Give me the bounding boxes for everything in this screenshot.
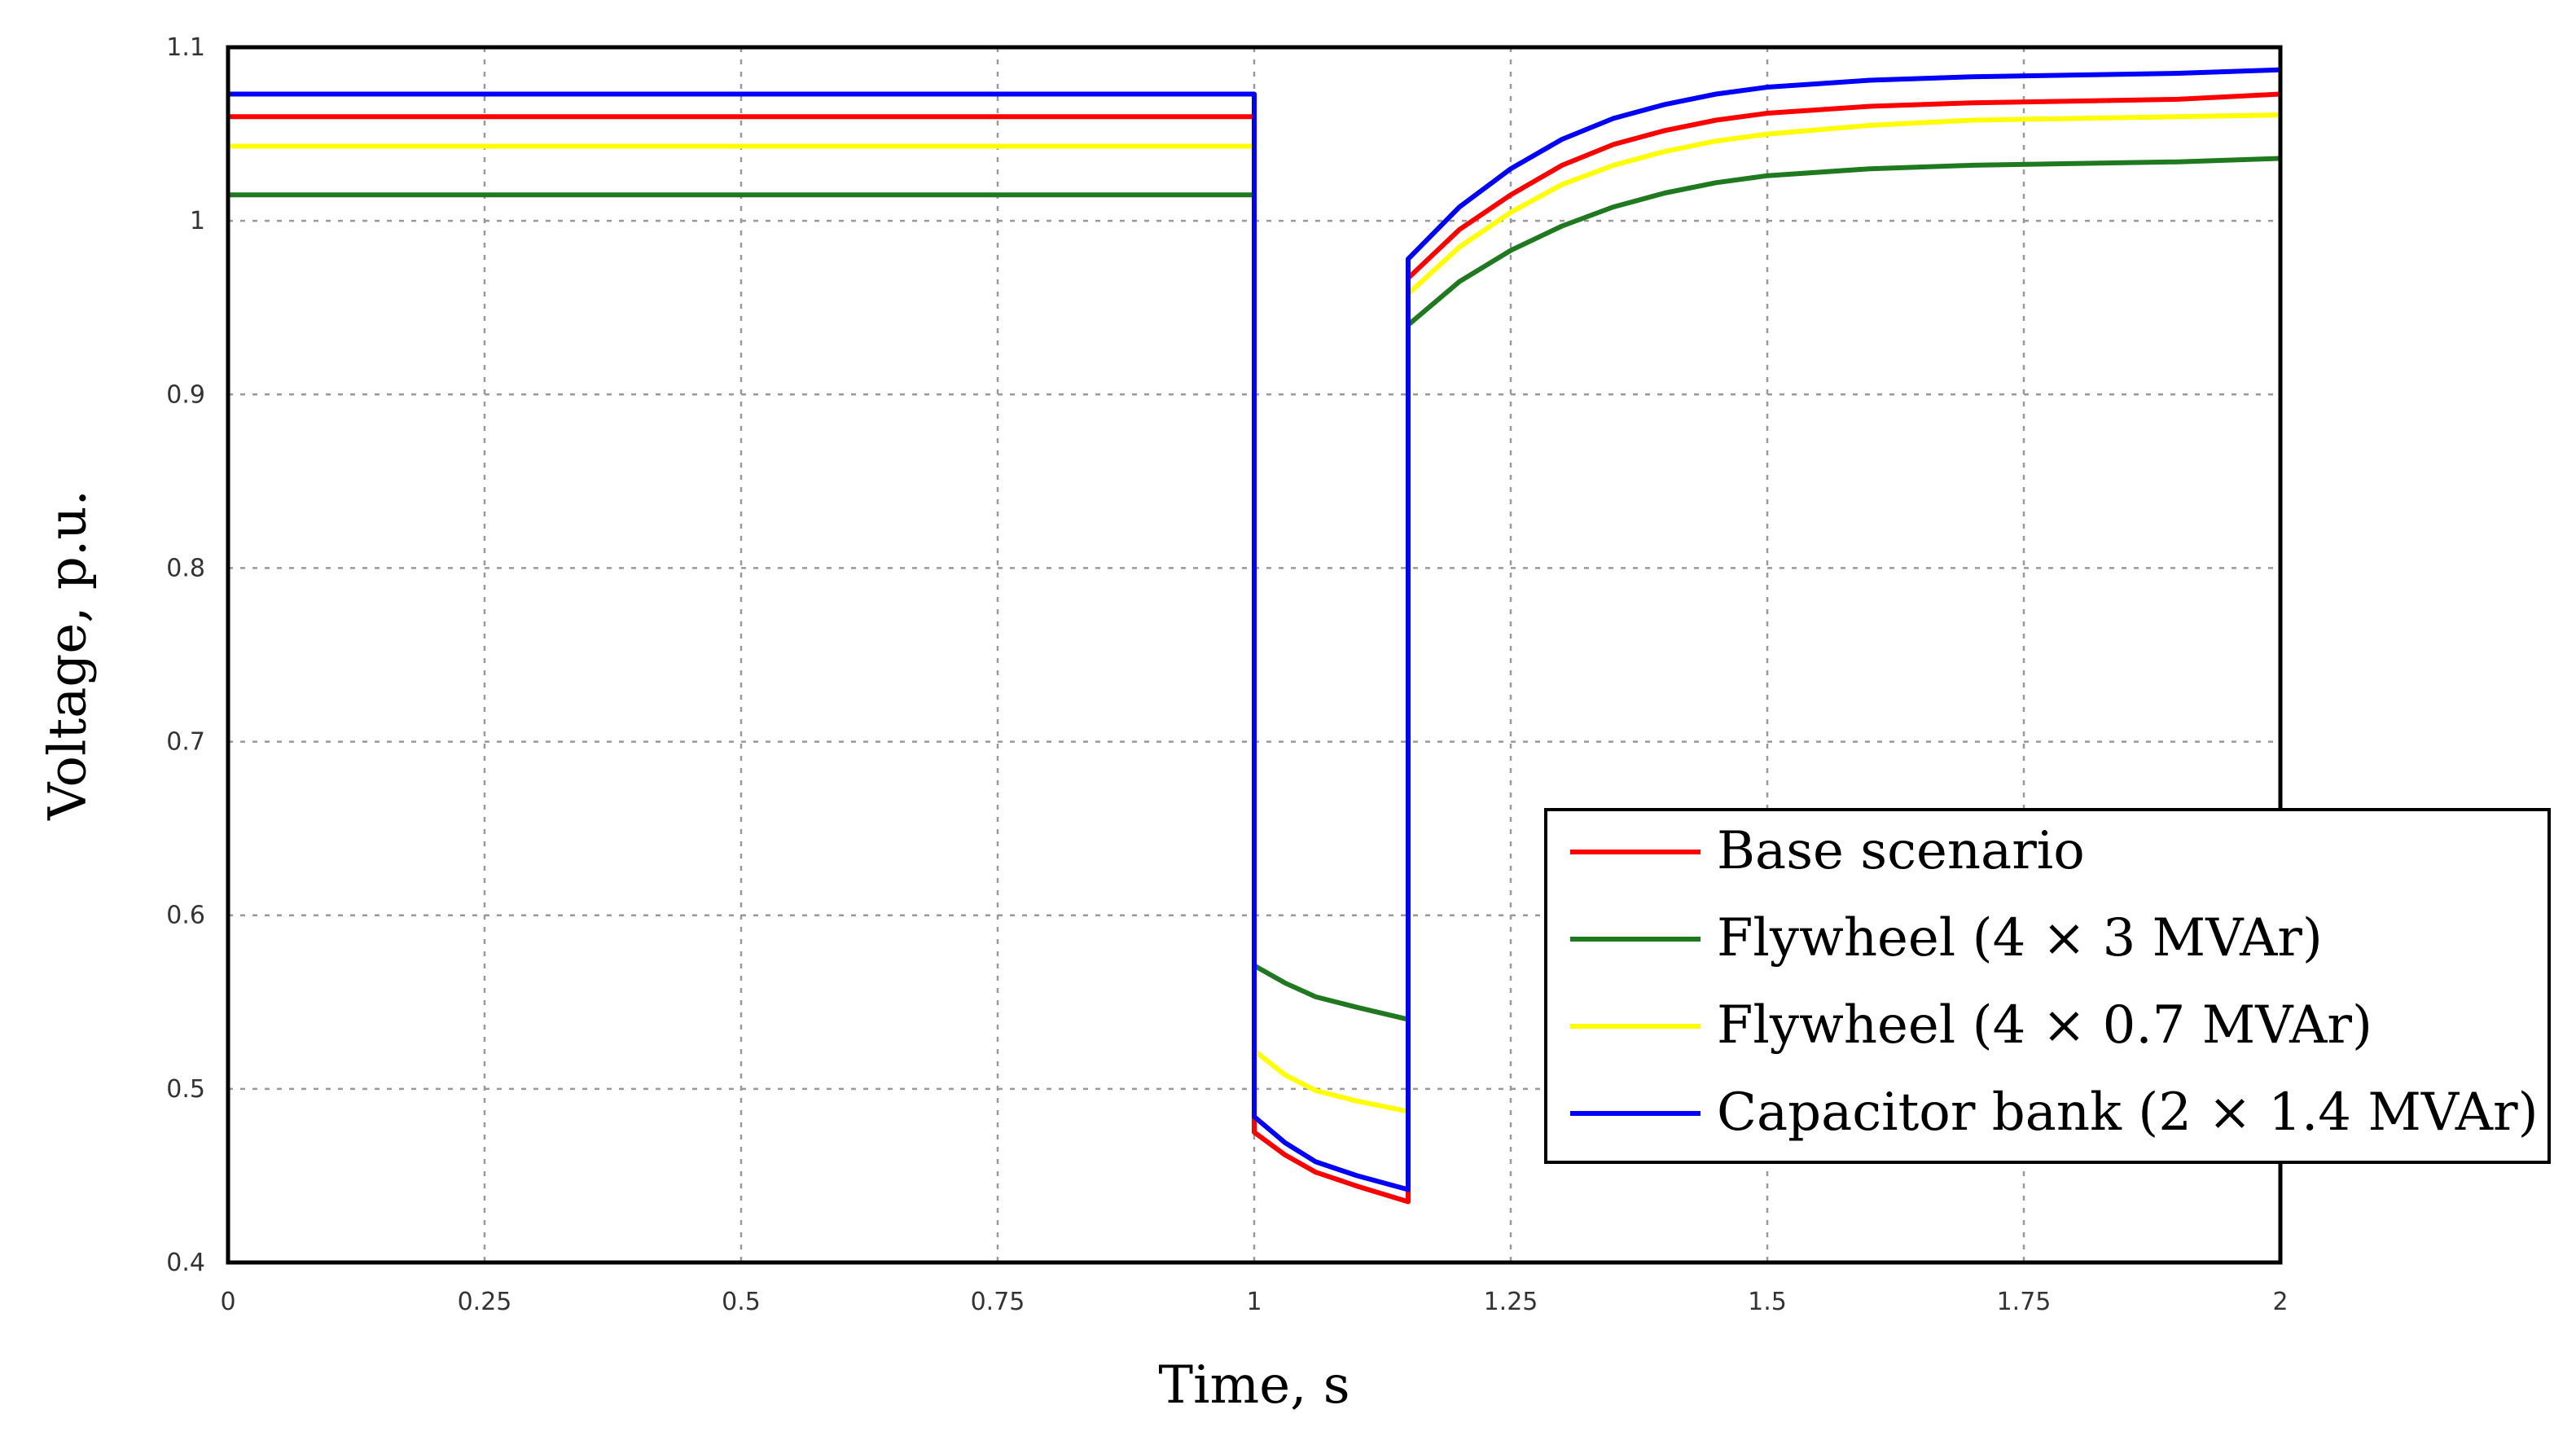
legend-entries: Base scenario Flywheel (4 × 3 MVAr) Flywhe… xyxy=(1570,821,2539,1143)
legend-label-2: Flywheel (4 × 3 MVAr) xyxy=(1717,908,2323,968)
x-tick-label: 1 xyxy=(1246,1288,1262,1316)
x-tick-label: 1.75 xyxy=(1997,1288,2052,1316)
x-tick-label: 1.25 xyxy=(1484,1288,1538,1316)
y-tick-label: 0.8 xyxy=(166,554,205,582)
legend-label-3: Flywheel (4 × 0.7 MVAr) xyxy=(1717,995,2372,1056)
y-tick-label: 0.6 xyxy=(166,902,205,930)
x-tick-label: 2 xyxy=(2272,1288,2288,1316)
x-tick-label: 0 xyxy=(220,1288,235,1316)
plot-frame xyxy=(226,45,2283,1265)
series-line-1 xyxy=(228,91,2281,1205)
y-tick-label: 0.4 xyxy=(166,1249,205,1277)
legend-label-1: Base scenario xyxy=(1717,821,2085,881)
series-line-4 xyxy=(228,67,2281,1192)
series-line-3 xyxy=(228,112,2281,1114)
x-axis-title: Time, s xyxy=(1158,1355,1349,1416)
y-tick-label: 1 xyxy=(190,207,205,235)
series-lines xyxy=(228,67,2281,1205)
legend-box xyxy=(1544,808,2551,1164)
x-tick-label: 1.5 xyxy=(1748,1288,1787,1316)
tick-labels: 0 0.25 0.5 0.75 1 1.25 1.5 1.75 2 0.4 0.5 0.6 0.7 0.8… xyxy=(166,33,2288,1316)
y-axis-title: Voltage, p.u. xyxy=(38,490,99,821)
y-tick-label: 0.7 xyxy=(166,728,205,757)
x-tick-label: 0.75 xyxy=(971,1288,1025,1316)
legend: Base scenario Flywheel (4 × 3 MVAr) Flywhe… xyxy=(1544,808,2551,1164)
series-line-2 xyxy=(228,156,2281,1022)
legend-label-4: Capacitor bank (2 × 1.4 MVAr) xyxy=(1717,1082,2539,1143)
y-tick-label: 0.9 xyxy=(166,380,205,409)
x-tick-label: 0.5 xyxy=(722,1288,761,1316)
x-tick-label: 0.25 xyxy=(458,1288,512,1316)
y-tick-label: 0.5 xyxy=(166,1075,205,1104)
y-tick-label: 1.1 xyxy=(166,33,205,62)
